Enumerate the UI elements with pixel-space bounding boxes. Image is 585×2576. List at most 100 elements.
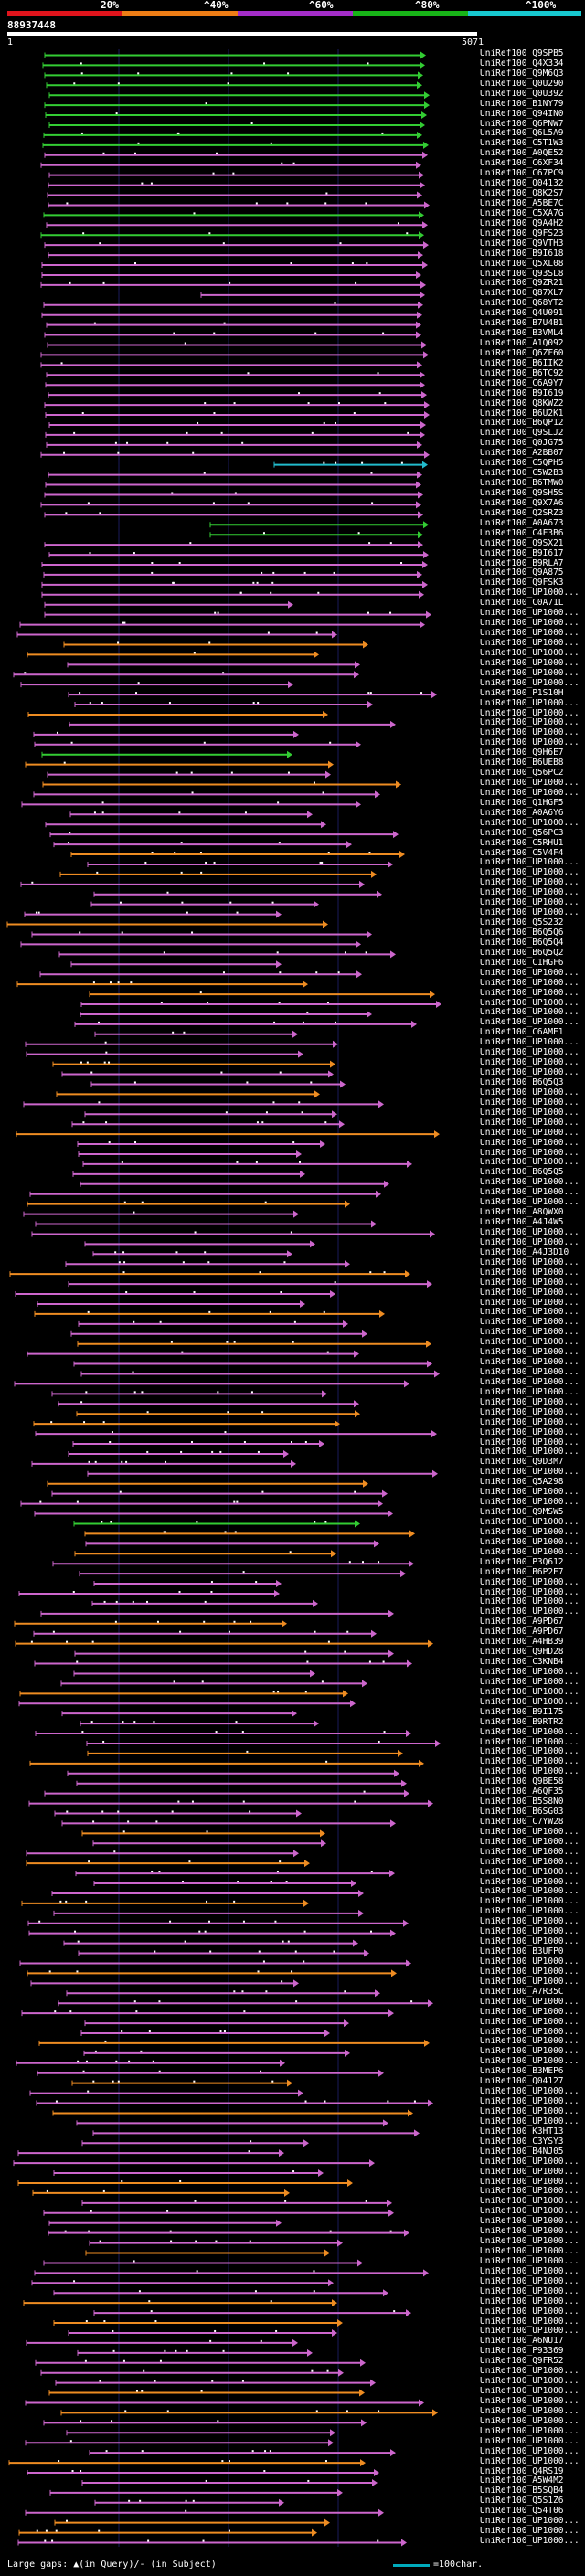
hit-label[interactable]: UniRef100_UP1000...: [480, 2116, 580, 2126]
hit-label[interactable]: UniRef100_UP1000...: [480, 1407, 580, 1417]
hit-label[interactable]: UniRef100_C5T1W3: [480, 139, 564, 149]
hit-label[interactable]: UniRef100_UP1000...: [480, 2456, 580, 2466]
hit-label[interactable]: UniRef100_B4NJ05: [480, 2147, 564, 2157]
hit-label[interactable]: UniRef100_C67PC9: [480, 169, 564, 179]
hit-label[interactable]: UniRef100_UP1000...: [480, 978, 580, 988]
hit-label[interactable]: UniRef100_Q9HD28: [480, 1648, 564, 1658]
hit-label[interactable]: UniRef100_UP1000...: [480, 1747, 580, 1757]
hit-label[interactable]: UniRef100_B9I617: [480, 548, 564, 558]
hit-label[interactable]: UniRef100_UP1000...: [480, 2087, 580, 2097]
hit-label[interactable]: UniRef100_UP1000...: [480, 1008, 580, 1018]
hit-label[interactable]: UniRef100_UP1000...: [480, 1058, 580, 1068]
hit-label[interactable]: UniRef100_Q9SH5S: [480, 489, 564, 498]
hit-label[interactable]: UniRef100_UP1000...: [480, 668, 580, 678]
hit-label[interactable]: UniRef100_C5XA7G: [480, 208, 564, 218]
hit-label[interactable]: UniRef100_UP1000...: [480, 2057, 580, 2067]
hit-label[interactable]: UniRef100_UP1000...: [480, 1667, 580, 1677]
hit-label[interactable]: UniRef100_UP1000...: [480, 718, 580, 728]
hit-label[interactable]: UniRef100_UP1000...: [480, 968, 580, 978]
hit-label[interactable]: UniRef100_UP1000...: [480, 1328, 580, 1338]
hit-label[interactable]: UniRef100_UP1000...: [480, 1587, 580, 1597]
hit-label[interactable]: UniRef100_UP1000...: [480, 2367, 580, 2377]
hit-label[interactable]: UniRef100_UP1000...: [480, 1697, 580, 1707]
hit-label[interactable]: UniRef100_Q9FSK3: [480, 578, 564, 588]
hit-label[interactable]: UniRef100_UP1000...: [480, 1437, 580, 1447]
hit-label[interactable]: UniRef100_UP1000...: [480, 2426, 580, 2436]
hit-label[interactable]: UniRef100_Q4RS19: [480, 2466, 564, 2476]
hit-label[interactable]: UniRef100_UP1000...: [480, 2047, 580, 2057]
hit-label[interactable]: UniRef100_UP1000...: [480, 898, 580, 908]
hit-label[interactable]: UniRef100_UP1000...: [480, 1298, 580, 1308]
hit-label[interactable]: UniRef100_UP1000...: [480, 1607, 580, 1617]
hit-label[interactable]: UniRef100_UP1000...: [480, 2227, 580, 2237]
hit-label[interactable]: UniRef100_Q9M6Q3: [480, 69, 564, 79]
hit-label[interactable]: UniRef100_UP1000...: [480, 2237, 580, 2247]
hit-label[interactable]: UniRef100_UP1000...: [480, 1068, 580, 1078]
hit-label[interactable]: UniRef100_UP1000...: [480, 1927, 580, 1937]
hit-label[interactable]: UniRef100_B6Q5Q5: [480, 1168, 564, 1178]
hit-label[interactable]: UniRef100_UP1000...: [480, 1957, 580, 1966]
hit-label[interactable]: UniRef100_UP1000...: [480, 1837, 580, 1847]
hit-label[interactable]: UniRef100_UP1000...: [480, 1237, 580, 1247]
hit-label[interactable]: UniRef100_UP1000...: [480, 1827, 580, 1837]
hit-label[interactable]: UniRef100_UP1000...: [480, 2517, 580, 2527]
hit-label[interactable]: UniRef100_C1HGF6: [480, 958, 564, 968]
hit-label[interactable]: UniRef100_UP1000...: [480, 2436, 580, 2446]
hit-label[interactable]: UniRef100_P93369: [480, 2347, 564, 2357]
hit-label[interactable]: UniRef100_C6A9Y7: [480, 378, 564, 388]
hit-label[interactable]: UniRef100_B3MEP6: [480, 2067, 564, 2077]
hit-label[interactable]: UniRef100_UP1000...: [480, 1897, 580, 1907]
hit-label[interactable]: UniRef100_Q9VTH3: [480, 239, 564, 249]
hit-label[interactable]: UniRef100_Q9FR52: [480, 2357, 564, 2367]
hit-label[interactable]: UniRef100_Q87XL7: [480, 289, 564, 299]
hit-label[interactable]: UniRef100_Q04132: [480, 179, 564, 189]
hit-label[interactable]: UniRef100_UP1000...: [480, 728, 580, 738]
hit-label[interactable]: UniRef100_B6P2E7: [480, 1567, 564, 1577]
hit-label[interactable]: UniRef100_A7R35C: [480, 1987, 564, 1997]
hit-label[interactable]: UniRef100_UP1000...: [480, 2197, 580, 2207]
hit-label[interactable]: UniRef100_A8QWX0: [480, 1208, 564, 1218]
hit-label[interactable]: UniRef100_B6Q5Q3: [480, 1077, 564, 1087]
hit-label[interactable]: UniRef100_B6TC92: [480, 368, 564, 378]
hit-label[interactable]: UniRef100_C6XF34: [480, 159, 564, 169]
hit-label[interactable]: UniRef100_Q9SLJ2: [480, 429, 564, 439]
hit-label[interactable]: UniRef100_B9RLA7: [480, 558, 564, 568]
hit-label[interactable]: UniRef100_UP1000...: [480, 1757, 580, 1767]
hit-label[interactable]: UniRef100_Q9A4H2: [480, 218, 564, 228]
hit-label[interactable]: UniRef100_UP1000...: [480, 1048, 580, 1058]
hit-label[interactable]: UniRef100_C5RHU1: [480, 838, 564, 848]
hit-label[interactable]: UniRef100_C4F3B6: [480, 528, 564, 538]
hit-label[interactable]: UniRef100_UP1000...: [480, 2167, 580, 2177]
hit-label[interactable]: UniRef100_UP1000...: [480, 888, 580, 898]
hit-label[interactable]: UniRef100_UP1000...: [480, 779, 580, 789]
hit-label[interactable]: UniRef100_B1NY79: [480, 99, 564, 109]
hit-label[interactable]: UniRef100_Q9D3M7: [480, 1458, 564, 1468]
hit-label[interactable]: UniRef100_Q6L5A9: [480, 129, 564, 139]
hit-label[interactable]: UniRef100_Q9FS23: [480, 228, 564, 239]
hit-label[interactable]: UniRef100_UP1000...: [480, 1387, 580, 1397]
hit-label[interactable]: UniRef100_UP1000...: [480, 2377, 580, 2387]
hit-label[interactable]: UniRef100_UP1000...: [480, 1488, 580, 1498]
hit-label[interactable]: UniRef100_Q9A875: [480, 568, 564, 578]
hit-label[interactable]: UniRef100_UP1000...: [480, 2106, 580, 2116]
hit-label[interactable]: UniRef100_UP1000...: [480, 1267, 580, 1277]
hit-label[interactable]: UniRef100_UP1000...: [480, 1537, 580, 1547]
hit-label[interactable]: UniRef100_UP1000...: [480, 1468, 580, 1478]
hit-label[interactable]: UniRef100_A4J4W5: [480, 1218, 564, 1228]
hit-label[interactable]: UniRef100_UP1000...: [480, 868, 580, 878]
hit-label[interactable]: UniRef100_UP1000...: [480, 1108, 580, 1118]
hit-label[interactable]: UniRef100_UP1000...: [480, 1547, 580, 1557]
hit-label[interactable]: UniRef100_UP1000...: [480, 609, 580, 619]
hit-label[interactable]: UniRef100_Q56PC3: [480, 828, 564, 838]
hit-label[interactable]: UniRef100_UP1000...: [480, 648, 580, 658]
hit-label[interactable]: UniRef100_UP1000...: [480, 1188, 580, 1198]
hit-label[interactable]: UniRef100_UP1000...: [480, 1348, 580, 1358]
hit-label[interactable]: UniRef100_UP1000...: [480, 1518, 580, 1527]
hit-label[interactable]: UniRef100_B9RTR2: [480, 1717, 564, 1727]
hit-label[interactable]: UniRef100_B6IIK2: [480, 358, 564, 368]
hit-label[interactable]: UniRef100_UP1000...: [480, 2187, 580, 2197]
hit-label[interactable]: UniRef100_Q9SX21: [480, 538, 564, 548]
hit-label[interactable]: UniRef100_Q54T06: [480, 2507, 564, 2517]
hit-label[interactable]: UniRef100_B3UFP0: [480, 1947, 564, 1957]
hit-label[interactable]: UniRef100_UP1000...: [480, 1527, 580, 1537]
